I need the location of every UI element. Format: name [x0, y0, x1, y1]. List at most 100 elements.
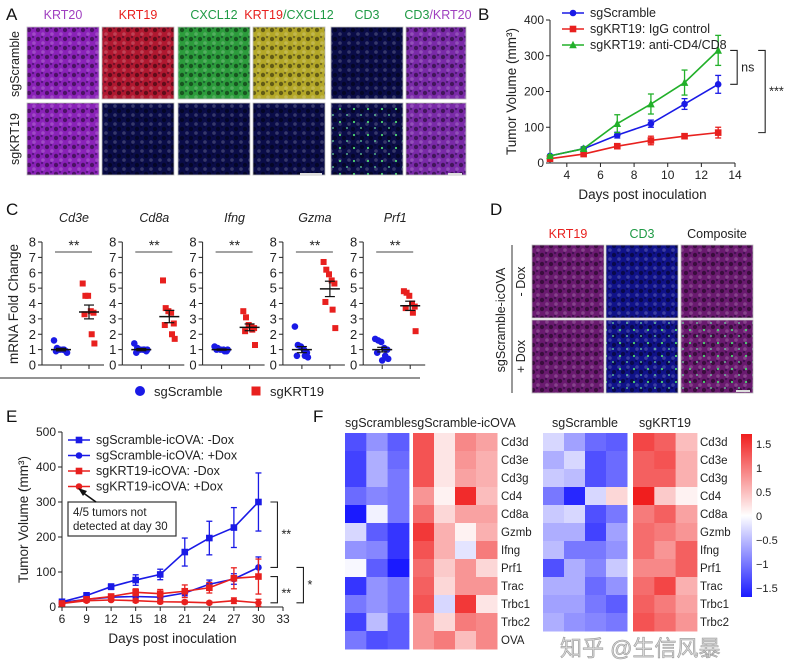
image-border [26, 102, 100, 176]
group-label: sgScramble-icOVA [411, 416, 516, 430]
data-point [206, 534, 213, 542]
row-label: Trbc1 [501, 599, 530, 611]
image-texture [606, 245, 678, 318]
heatmap-cell [434, 451, 456, 470]
heatmap-cell [654, 487, 677, 506]
y-tick-label: 1 [270, 342, 277, 357]
y-tick-label: 2 [189, 327, 196, 342]
y-tick-label: 0 [109, 358, 116, 373]
heatmap-cell [585, 433, 607, 452]
row-label: Cd4 [700, 491, 722, 503]
panel-a-microscopy: KRT20 KRT19 CXCL12 KRT19/CXCL12 CD3 CD3/KRT20… [8, 8, 472, 176]
heatmap-cell [675, 541, 698, 560]
heatmap-cell [387, 433, 410, 452]
heatmap-cell [654, 613, 677, 632]
y-tick-label: 4 [270, 296, 277, 311]
y-tick-label: 6 [29, 265, 36, 280]
heatmap-cell [654, 523, 677, 542]
image-texture [253, 103, 325, 175]
data-point-sgKRT19 [252, 342, 258, 349]
series-0 [546, 74, 722, 160]
data-point-sgKRT19 [402, 305, 409, 312]
y-tick-label: 2 [29, 327, 36, 342]
data-point-sgKRT19 [81, 311, 88, 318]
heatmap-cell [413, 577, 435, 596]
heatmap-cell [366, 541, 389, 560]
data-point [714, 81, 722, 88]
heatmap-cell [455, 595, 477, 614]
row-label: Cd8a [501, 509, 529, 521]
image-border [252, 102, 326, 176]
heatmap-cell [606, 505, 628, 524]
heatmap-cell [455, 631, 477, 650]
heatmap-cell [606, 577, 628, 596]
micrograph-0-2 [680, 244, 754, 319]
heatmap-cell [654, 433, 677, 452]
heatmap-cell [345, 577, 367, 596]
data-point [255, 498, 262, 506]
micrograph-0-0 [531, 244, 605, 319]
heatmap-cell [585, 577, 607, 596]
heatmap-cell [654, 595, 677, 614]
heatmap-cell [476, 559, 498, 578]
y-axis-title: mRNA Fold Change [6, 244, 21, 364]
heatmap-cell [476, 523, 498, 542]
y-tick-label: 0 [537, 156, 544, 170]
data-point-sgKRT19 [412, 328, 419, 335]
heatmap-cell [434, 595, 456, 614]
group-label: sgKRT19 [639, 416, 691, 430]
column-label-part: KRT19 [119, 8, 158, 22]
heatmap-cell [606, 451, 628, 470]
row-label: Cd8a [700, 509, 728, 521]
data-point-sgKRT19 [411, 303, 418, 310]
y-axis-title: Tumor Volume (mm³) [16, 456, 31, 583]
heatmap-cell [654, 559, 677, 578]
legend-marker [75, 483, 83, 490]
heatmap-cell [366, 631, 389, 650]
y-tick-label: 400 [524, 13, 544, 27]
heatmap-cell [455, 433, 477, 452]
heatmap-cell [606, 523, 628, 542]
colorbar-tick-label: −1.5 [756, 583, 778, 595]
heatmap-cell [476, 433, 498, 452]
scale-bar [300, 173, 322, 175]
heatmap-cell [434, 505, 456, 524]
heatmap-cell [434, 433, 456, 452]
subplot-title: Prf1 [384, 211, 407, 225]
legend-label: sgScramble [154, 384, 223, 399]
significance-label: * [307, 578, 312, 592]
y-tick-label: 100 [524, 120, 544, 134]
heatmap-cell [366, 487, 389, 506]
x-tick-label: 18 [154, 612, 168, 626]
y-tick-label: 7 [109, 250, 116, 265]
cd3-positive-cells [606, 320, 678, 393]
series-1 [546, 126, 722, 163]
data-point-sgKRT19 [329, 306, 336, 313]
heatmap-cell [413, 631, 435, 650]
y-tick-label: 300 [36, 495, 56, 509]
heatmap-cell [543, 541, 565, 560]
legend-label: sgKRT19: IgG control [590, 22, 710, 36]
data-point [230, 597, 238, 604]
heatmap-cell [675, 505, 698, 524]
image-texture [102, 103, 174, 175]
heatmap-cell [434, 541, 456, 560]
column-label-part: KRT20 [44, 8, 83, 22]
heatmap-cell [387, 559, 410, 578]
heatmap-cell [633, 433, 655, 452]
data-point [255, 573, 262, 580]
heatmap-cell [585, 541, 607, 560]
heatmap-cell [366, 577, 389, 596]
heatmap-cell [585, 523, 607, 542]
column-label: CD3/KRT20 [404, 8, 471, 22]
subplot-title: Gzma [298, 211, 331, 225]
x-tick-label: 27 [227, 612, 241, 626]
data-point-sgKRT19 [243, 314, 249, 321]
group-label: sgScramble [345, 416, 411, 430]
micrograph-sgKRT19-5 [405, 102, 467, 176]
y-tick-label: 5 [29, 281, 36, 296]
significance-label: ** [281, 528, 291, 542]
data-point [255, 599, 262, 607]
legend-label: sgKRT19 [270, 384, 324, 399]
